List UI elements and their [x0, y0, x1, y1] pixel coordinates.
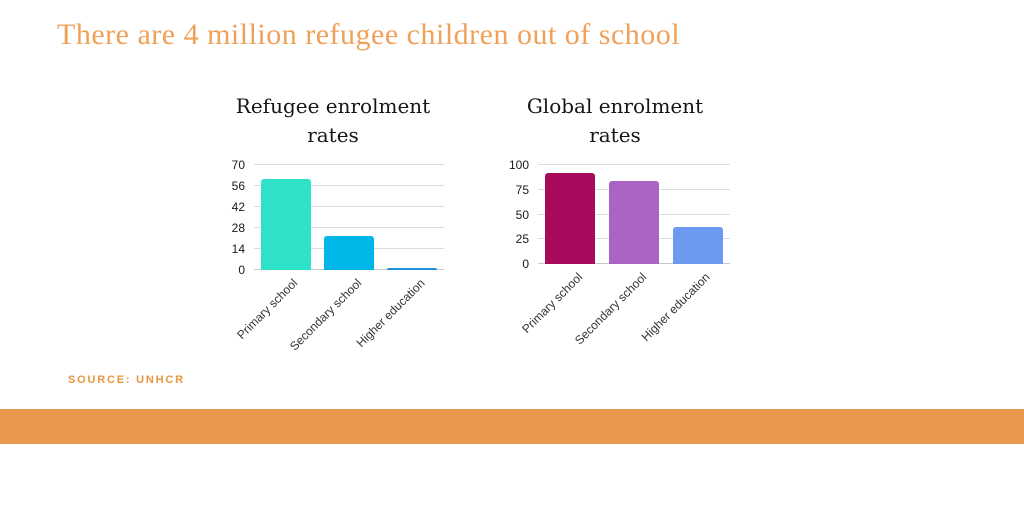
- plot-area: [538, 164, 730, 264]
- bar-primary-school: [260, 178, 311, 270]
- y-tick-label: 25: [515, 232, 529, 247]
- bar-slot: [254, 165, 317, 270]
- bar-higher-education: [672, 227, 724, 264]
- chart-body: 0 14 28 42 56 70: [222, 159, 444, 276]
- y-tick-label: 100: [508, 158, 529, 172]
- source-label: SOURCE: UNHCR: [68, 374, 185, 386]
- bar-secondary-school: [608, 180, 660, 264]
- x-label-slot: Primary school: [235, 270, 317, 362]
- gridline: [254, 185, 444, 186]
- x-axis-labels: Primary school Secondary school Higher edu…: [519, 264, 730, 356]
- bar-primary-school: [544, 172, 596, 264]
- bar-slot: [381, 165, 444, 270]
- bar-secondary-school: [323, 235, 374, 270]
- y-tick-label: 42: [231, 200, 245, 214]
- y-axis-ticks: 0 25 50 75 100: [500, 159, 538, 270]
- y-axis-ticks: 0 14 28 42 56 70: [222, 159, 254, 276]
- x-label-slot: Primary school: [519, 264, 602, 356]
- x-label-slot: Secondary school: [572, 264, 666, 356]
- chart-title: Refugee enrolment rates: [235, 94, 431, 147]
- plot-area: [254, 164, 444, 270]
- bottom-accent-band: [0, 409, 1024, 444]
- bar-slot: [538, 165, 602, 264]
- y-tick-label: 0: [522, 257, 529, 271]
- page-title: There are 4 million refugee children out…: [57, 18, 681, 51]
- bar-slot: [666, 165, 730, 264]
- bar-higher-education: [387, 268, 438, 270]
- y-tick-label: 28: [231, 221, 245, 235]
- x-tick-label: Primary school: [519, 270, 586, 337]
- y-tick-label: 14: [231, 242, 245, 256]
- chart-body: 0 25 50 75 100: [500, 159, 730, 270]
- bars-group: [254, 165, 444, 270]
- x-label-slot: Higher education: [353, 270, 444, 362]
- gridline: [538, 164, 730, 165]
- bar-slot: [602, 165, 666, 264]
- y-tick-label: 0: [238, 263, 245, 277]
- x-label-slot: Higher education: [639, 264, 730, 356]
- x-axis-labels: Primary school Secondary school Higher edu…: [235, 270, 444, 362]
- gridline: [254, 227, 444, 228]
- y-tick-label: 75: [515, 182, 529, 197]
- x-tick-label: Primary school: [234, 276, 301, 343]
- y-tick-label: 70: [231, 158, 245, 172]
- chart-title: Global enrolment rates: [526, 94, 704, 147]
- y-tick-label: 56: [231, 179, 245, 193]
- refugee-enrolment-chart: Refugee enrolment rates 0 14 28 42 56 70 Prim…: [222, 92, 444, 362]
- bars-group: [538, 165, 730, 264]
- y-tick-label: 50: [515, 207, 529, 222]
- gridline: [254, 164, 444, 165]
- gridline: [254, 206, 444, 207]
- global-enrolment-chart: Global enrolment rates 0 25 50 75 100 Primar…: [500, 92, 730, 356]
- x-label-slot: Secondary school: [287, 270, 380, 362]
- bar-slot: [317, 165, 380, 270]
